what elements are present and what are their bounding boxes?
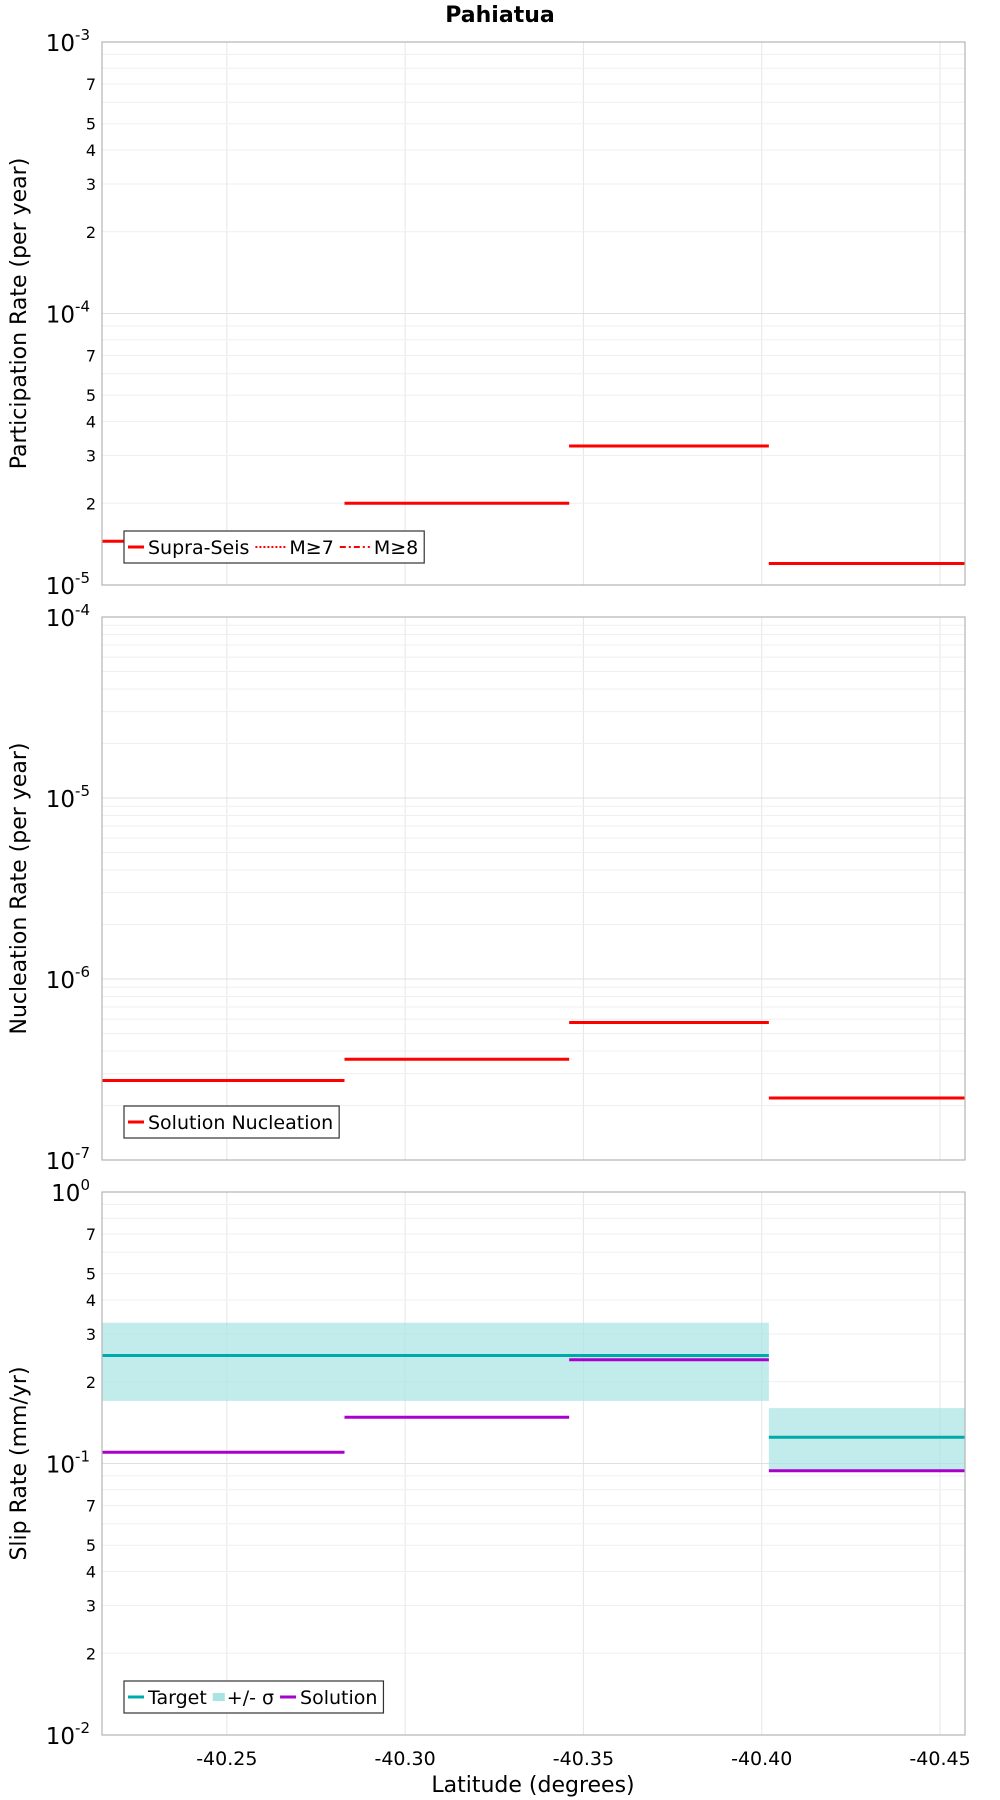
y-tick-label: 10-6 bbox=[46, 963, 90, 994]
x-tick-label: -40.30 bbox=[374, 1748, 435, 1770]
legend: Supra-Seis M≥7 M≥8 bbox=[123, 530, 425, 564]
sigma-band bbox=[102, 1322, 769, 1401]
y-minor-tick-label: 7 bbox=[86, 75, 96, 94]
y-tick-label: 10-4 bbox=[46, 298, 90, 329]
legend-box bbox=[123, 530, 425, 564]
sigma-band bbox=[768, 1408, 965, 1470]
plot-area bbox=[102, 617, 965, 1160]
y-tick-label: 10-5 bbox=[46, 569, 90, 600]
y-minor-tick-label: 2 bbox=[86, 494, 96, 513]
x-tick-label: -40.35 bbox=[553, 1748, 614, 1770]
legend: Solution Nucleation bbox=[123, 1105, 340, 1139]
x-tick-label: -40.40 bbox=[731, 1748, 792, 1770]
legend-box bbox=[123, 1680, 385, 1714]
y-minor-tick-label: 7 bbox=[86, 347, 96, 366]
y-minor-tick-label: 7 bbox=[86, 1225, 96, 1244]
legend-label: Target bbox=[147, 1687, 207, 1709]
y-tick-label: 10-4 bbox=[46, 601, 90, 632]
y-tick-label: 10-2 bbox=[46, 1719, 90, 1750]
legend-label: Solution bbox=[300, 1687, 377, 1709]
y-minor-tick-label: 5 bbox=[86, 386, 96, 405]
y-tick-label: 10-3 bbox=[46, 26, 90, 57]
y-minor-tick-label: 5 bbox=[86, 1265, 96, 1284]
legend-label: Supra-Seis bbox=[148, 537, 249, 559]
y-minor-tick-label: 4 bbox=[86, 141, 96, 160]
legend-label: M≥7 bbox=[289, 537, 333, 559]
panel-3: 100 10-1 10-2 2 2 3 3 4 4 5 5 7 7 -40.25 -40.30 -40.35 -… bbox=[7, 1176, 971, 1770]
y-minor-tick-label: 5 bbox=[86, 1536, 96, 1555]
y-axis-label: Nucleation Rate (per year) bbox=[7, 743, 32, 1035]
y-minor-tick-label: 4 bbox=[86, 1563, 96, 1582]
y-minor-tick-label: 7 bbox=[86, 1497, 96, 1516]
y-minor-tick-label: 4 bbox=[86, 413, 96, 432]
y-tick-label: 100 bbox=[51, 1176, 90, 1207]
plot-frame bbox=[101, 1191, 966, 1736]
y-tick-label: 10-7 bbox=[46, 1144, 90, 1175]
legend-label: Solution Nucleation bbox=[148, 1112, 333, 1134]
legend-swatch bbox=[212, 1693, 225, 1701]
y-minor-tick-label: 3 bbox=[86, 1596, 96, 1615]
x-tick-label: -40.45 bbox=[909, 1748, 970, 1770]
legend-label: M≥8 bbox=[374, 537, 418, 559]
y-tick-label: 10-1 bbox=[46, 1448, 90, 1479]
y-axis-label: Slip Rate (mm/yr) bbox=[7, 1366, 32, 1560]
y-minor-tick-label: 4 bbox=[86, 1291, 96, 1310]
plot-frame bbox=[101, 41, 966, 586]
y-minor-tick-label: 3 bbox=[86, 175, 96, 194]
y-minor-tick-label: 2 bbox=[86, 1373, 96, 1392]
legend: Target +/- σ Solution bbox=[123, 1680, 385, 1714]
y-minor-tick-label: 2 bbox=[86, 223, 96, 242]
x-axis-label: Latitude (degrees) bbox=[431, 1773, 634, 1798]
plot-frame bbox=[101, 616, 966, 1161]
y-minor-tick-label: 3 bbox=[86, 446, 96, 465]
y-minor-tick-label: 2 bbox=[86, 1644, 96, 1663]
x-tick-label: -40.25 bbox=[196, 1748, 257, 1770]
panel-2: 10-4 10-5 10-6 10-7 Nucleation Rate (per yea… bbox=[7, 601, 966, 1175]
y-tick-label: 10-5 bbox=[46, 782, 90, 813]
panel-1: 10-3 10-4 10-5 2 2 3 3 4 4 5 5 7 7 Participation Rate… bbox=[7, 26, 966, 600]
y-axis-label: Participation Rate (per year) bbox=[7, 158, 32, 470]
legend-label: +/- σ bbox=[227, 1687, 274, 1709]
chart-title: Pahiatua bbox=[445, 3, 554, 28]
legend-box bbox=[123, 1105, 340, 1139]
y-minor-tick-label: 3 bbox=[86, 1325, 96, 1344]
y-minor-tick-label: 5 bbox=[86, 115, 96, 134]
